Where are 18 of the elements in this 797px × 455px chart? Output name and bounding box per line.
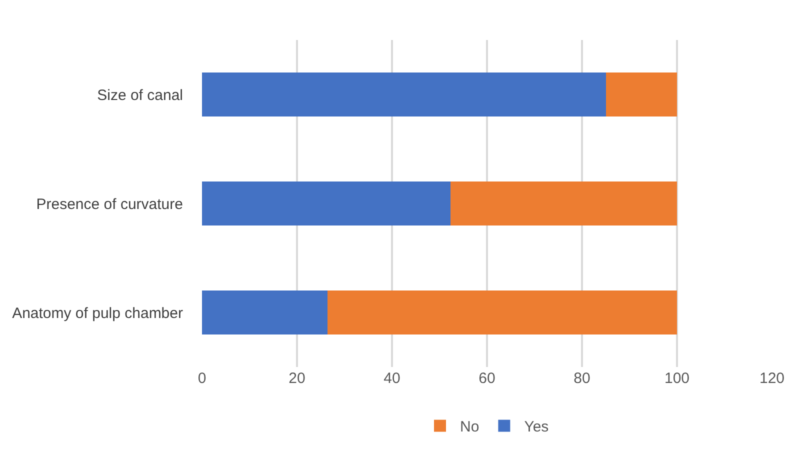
x-tick-label: 0 xyxy=(198,370,206,387)
bar xyxy=(327,290,677,334)
y-tick-label: Presence of curvature xyxy=(36,196,183,213)
x-tick-label: 80 xyxy=(574,370,590,387)
x-tick-label: 100 xyxy=(664,370,690,387)
x-tick-label: 120 xyxy=(759,370,785,387)
bar xyxy=(202,182,450,226)
bar xyxy=(606,72,677,116)
legend-label: No xyxy=(460,418,480,436)
y-tick-label: Size of canal xyxy=(97,86,183,104)
bar xyxy=(202,72,606,116)
legend-label: Yes xyxy=(524,418,549,436)
y-tick-label: Anatomy of pulp chamber xyxy=(12,304,183,322)
x-tick-label: 60 xyxy=(478,370,496,387)
bar xyxy=(202,290,328,334)
x-tick-label: 20 xyxy=(288,370,306,387)
bar xyxy=(450,182,677,226)
x-tick-label: 40 xyxy=(384,370,400,387)
